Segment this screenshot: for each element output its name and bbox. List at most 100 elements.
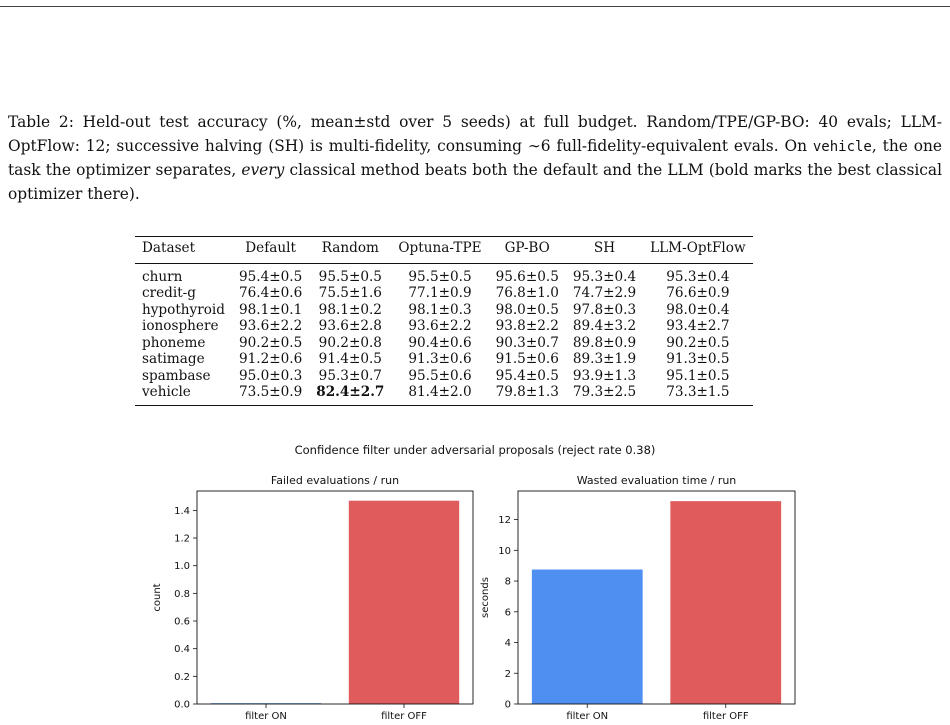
cell: 73.3±1.5 — [666, 384, 730, 400]
cell: 73.5±0.9 — [238, 384, 303, 400]
cell: 89.3±1.9 — [572, 351, 637, 367]
cell: 74.7±2.9 — [572, 285, 637, 301]
cell: 90.2±0.8 — [318, 334, 382, 351]
cell: 97.8±0.3 — [572, 301, 637, 318]
caption-code-vehicle: vehicle — [812, 138, 872, 155]
cell-dataset: vehicle — [142, 384, 191, 400]
cell: 95.1±0.5 — [666, 367, 730, 384]
chart-panel-failed-evaluations: filter ON filter OFF 0.0 0.2 0.4 0.6 0.8 1.0 1.2… — [152, 474, 474, 722]
cell: 91.3±0.5 — [666, 351, 730, 367]
y-tick-label: 0.2 — [174, 672, 190, 683]
y-axis-label: seconds — [480, 577, 491, 618]
cell: 79.8±1.3 — [495, 384, 559, 400]
cell-dataset: satimage — [142, 351, 205, 367]
chart-title: Failed evaluations / run — [271, 474, 399, 487]
header-llm-optflow: LLM-OptFlow — [650, 240, 746, 256]
y-tick-label: 12 — [498, 515, 511, 526]
cell-dataset: credit-g — [142, 285, 196, 301]
header-gp-bo: GP-BO — [504, 240, 550, 256]
y-tick-label: 0.8 — [174, 589, 190, 600]
header-dataset: Dataset — [142, 240, 196, 256]
bar-wasted-2 — [670, 501, 782, 704]
y-tick-label: 2 — [505, 669, 511, 680]
x-tick-label: filter ON — [245, 711, 287, 722]
cell: 89.4±3.2 — [572, 318, 637, 334]
cell: 95.4±0.5 — [238, 268, 303, 285]
cell: 76.6±0.9 — [666, 285, 730, 301]
cell: 95.3±0.4 — [572, 268, 637, 285]
chart-panel-wasted-time: filter ON filter OFF 0 2 4 6 8 10 12 Wasted evalu… — [480, 474, 796, 722]
table-row: satimage 91.2±0.6 91.4±0.5 91.3±0.6 91.5… — [135, 351, 753, 368]
header-sh: SH — [593, 240, 616, 256]
cell: 91.3±0.6 — [408, 351, 472, 367]
x-tick-label: filter OFF — [703, 711, 749, 722]
cell-dataset: hypothyroid — [142, 301, 225, 318]
cell: 95.0±0.3 — [238, 367, 303, 384]
y-tick-label: 1.2 — [174, 534, 190, 545]
cell: 95.4±0.5 — [495, 367, 559, 384]
cell: 77.1±0.9 — [408, 285, 472, 301]
header-optuna-tpe: Optuna-TPE — [398, 240, 482, 256]
x-tick-label: filter ON — [566, 711, 608, 722]
y-axis-label: count — [152, 583, 163, 611]
bar-wasted-1 — [531, 569, 643, 704]
header-default: Default — [245, 240, 296, 256]
cell: 95.6±0.5 — [495, 268, 559, 285]
caption-text-1: Table 2: Held-out test accuracy (%, mean… — [8, 113, 942, 155]
y-tick-label: 4 — [505, 638, 511, 649]
x-tick-label: filter OFF — [381, 711, 427, 722]
header-random: Random — [321, 240, 379, 256]
cell: 75.5±1.6 — [318, 285, 382, 301]
cell: 95.3±0.7 — [318, 367, 382, 384]
cell-dataset: churn — [142, 268, 183, 285]
y-tick-label: 8 — [505, 577, 511, 588]
table-row: spambase 95.0±0.3 95.3±0.7 95.5±0.6 95.4… — [135, 368, 753, 385]
cell: 93.9±1.3 — [572, 367, 637, 384]
cell: 76.8±1.0 — [495, 285, 559, 301]
y-tick-label: 1.4 — [174, 506, 190, 517]
cell: 90.3±0.7 — [495, 334, 559, 351]
y-tick-label: 10 — [498, 546, 511, 557]
cell: 95.5±0.5 — [318, 268, 382, 285]
cell: 93.8±2.2 — [495, 318, 559, 334]
results-table: Dataset Default Random Optuna-TPE GP-BO … — [135, 236, 753, 406]
cell-best: 82.4±2.7 — [316, 384, 385, 400]
cell-dataset: phoneme — [142, 334, 206, 351]
cell: 76.4±0.6 — [238, 285, 303, 301]
cell: 98.1±0.1 — [238, 301, 303, 318]
table-row: credit-g 76.4±0.6 75.5±1.6 77.1±0.9 76.8… — [135, 285, 753, 302]
cell: 95.3±0.4 — [666, 268, 730, 285]
y-tick-label: 1.0 — [174, 561, 190, 572]
caption-text-2: , the one task the optimizer separates, — [8, 136, 942, 180]
cell: 93.4±2.7 — [666, 318, 730, 334]
y-tick-label: 0.4 — [174, 644, 190, 655]
cell: 90.2±0.5 — [238, 334, 303, 351]
table-row: vehicle 73.5±0.9 82.4±2.7 81.4±2.0 79.8±… — [135, 384, 753, 405]
cell: 91.4±0.5 — [318, 351, 382, 367]
axes-frame — [517, 490, 796, 705]
table-row: phoneme 90.2±0.5 90.2±0.8 90.4±0.6 90.3±… — [135, 335, 753, 352]
cell: 98.1±0.3 — [408, 301, 472, 318]
cell: 93.6±2.2 — [408, 318, 472, 334]
bar-chart-figure: Confidence filter under adversarial prop… — [152, 443, 796, 722]
cell: 98.0±0.4 — [666, 301, 730, 318]
table-header-row: Dataset Default Random Optuna-TPE GP-BO … — [135, 236, 753, 263]
cell: 91.5±0.6 — [495, 351, 559, 367]
cell: 93.6±2.2 — [238, 318, 303, 334]
table-row: churn 95.4±0.5 95.5±0.5 95.5±0.5 95.6±0.… — [135, 263, 753, 285]
cell: 98.0±0.5 — [495, 301, 559, 318]
cell: 95.5±0.6 — [408, 367, 472, 384]
cell: 90.4±0.6 — [408, 334, 472, 351]
table-row: hypothyroid 98.1±0.1 98.1±0.2 98.1±0.3 9… — [135, 302, 753, 319]
cell-dataset: spambase — [142, 367, 211, 384]
cell: 90.2±0.5 — [666, 334, 730, 351]
cell: 79.3±2.5 — [572, 384, 637, 400]
table-caption: Table 2: Held-out test accuracy (%, mean… — [8, 111, 942, 206]
cell: 95.5±0.5 — [408, 268, 472, 285]
cell: 93.6±2.8 — [318, 318, 382, 334]
y-tick-label: 0 — [505, 700, 511, 711]
caption-text-3: classical method beats both the default … — [8, 161, 942, 203]
axes-frame — [196, 490, 474, 705]
page-top-rule — [0, 6, 950, 7]
cell: 81.4±2.0 — [408, 384, 472, 400]
